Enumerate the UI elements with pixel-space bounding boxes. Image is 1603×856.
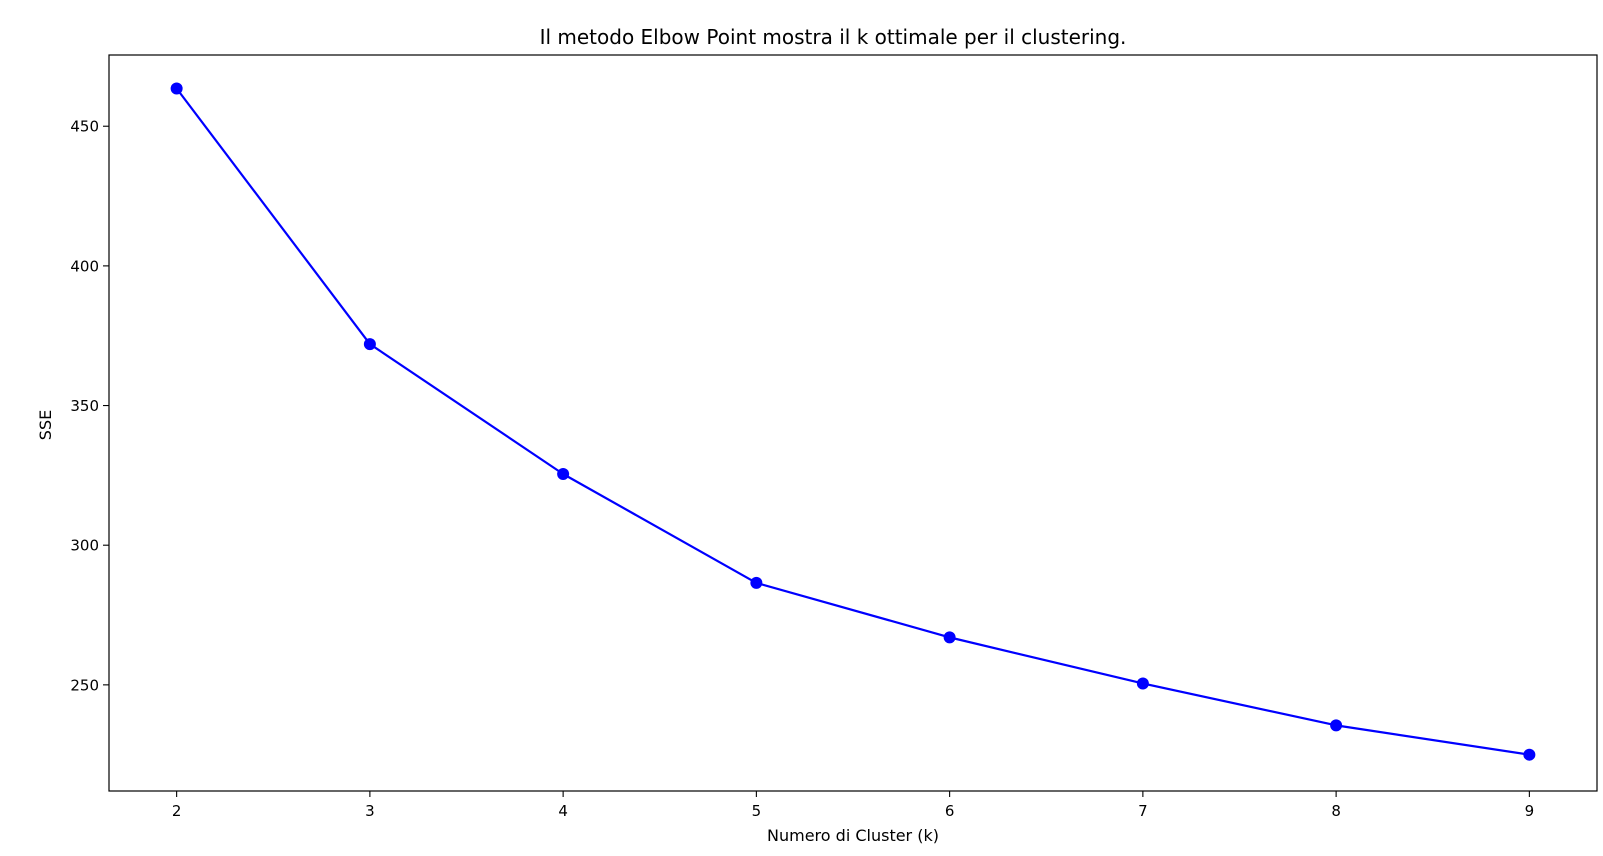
data-point [1330, 719, 1343, 732]
data-point [557, 467, 570, 480]
y-tick-label: 350 [70, 397, 99, 415]
x-tick-label: 5 [752, 802, 762, 820]
x-tick-label: 6 [945, 802, 955, 820]
x-tick-label: 8 [1331, 802, 1341, 820]
x-axis-ticks: 2 3 4 5 6 7 8 9 [172, 791, 1534, 820]
x-tick-label: 4 [558, 802, 568, 820]
plot-area-frame [108, 54, 1598, 792]
data-point [750, 576, 763, 589]
data-point [1136, 677, 1149, 690]
y-tick-label: 450 [70, 118, 99, 136]
chart-title: Il metodo Elbow Point mostra il k ottima… [540, 25, 1127, 49]
x-tick-label: 9 [1525, 802, 1535, 820]
x-tick-label: 2 [172, 802, 182, 820]
x-tick-label: 3 [365, 802, 375, 820]
y-tick-label: 400 [70, 257, 99, 275]
data-point [170, 82, 183, 95]
data-point [1523, 748, 1536, 761]
y-axis-label: SSE [36, 410, 55, 440]
data-point [363, 338, 376, 351]
sse-series-points [170, 82, 1536, 761]
x-tick-label: 7 [1138, 802, 1148, 820]
y-tick-label: 250 [70, 676, 99, 694]
sse-series-line [175, 87, 1530, 756]
y-tick-label: 300 [70, 537, 99, 555]
y-axis-ticks: 250 300 350 400 450 [70, 118, 109, 694]
data-point [943, 631, 956, 644]
x-axis-label: Numero di Cluster (k) [767, 826, 939, 845]
